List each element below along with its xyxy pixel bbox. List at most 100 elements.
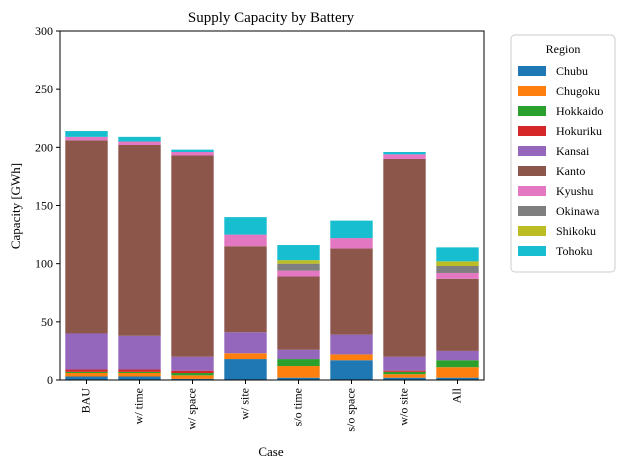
bar-segment	[383, 371, 426, 375]
bar-segment	[277, 276, 320, 350]
x-tick-label: w/ site	[237, 388, 251, 420]
x-tick-label: w/ time	[131, 388, 145, 424]
bar-segment	[224, 234, 267, 247]
legend-swatch	[518, 206, 546, 216]
bar-segment	[118, 145, 161, 336]
bar-segment	[436, 350, 479, 361]
legend-swatch	[518, 106, 546, 116]
y-tick-label: 100	[35, 257, 53, 271]
bar-segment	[65, 371, 108, 374]
bar-segment	[171, 370, 214, 374]
bar-segment	[330, 360, 373, 380]
bar-segment	[277, 263, 320, 271]
bar-segment	[224, 246, 267, 333]
legend-swatch	[518, 186, 546, 196]
legend-swatch	[518, 166, 546, 176]
x-tick-label: BAU	[78, 388, 92, 414]
y-tick-label: 150	[35, 199, 53, 213]
legend-item-label: Hokuriku	[556, 124, 602, 138]
plot-area: BAU w/ time w/ space w/ site s/o time s/o spa…	[35, 24, 485, 432]
bar-segment	[383, 374, 426, 378]
bar-segment	[277, 366, 320, 378]
legend-item-label: Chubu	[556, 64, 588, 78]
bar-segment	[330, 220, 373, 239]
bar-segment	[224, 332, 267, 354]
legend-swatch	[518, 66, 546, 76]
legend: Region Chubu Chugoku Hokkaido Hokuriku Kansa…	[510, 34, 616, 273]
bar-segment	[171, 155, 214, 357]
bar-segment	[383, 356, 426, 371]
bar-segment	[65, 140, 108, 334]
bar-segment	[65, 136, 108, 141]
bar-segment	[383, 158, 426, 357]
bar-segment	[171, 378, 214, 380]
bar-segment	[436, 265, 479, 273]
y-tick-label: 0	[47, 373, 53, 387]
bar-segment	[118, 141, 161, 146]
bar-segment	[118, 371, 161, 374]
legend-item-label: Okinawa	[556, 204, 600, 218]
bar-segment	[277, 349, 320, 360]
legend-item-label: Kansai	[556, 144, 590, 158]
axes-frame	[59, 30, 485, 381]
bar-segment	[277, 270, 320, 277]
bar-segment	[118, 376, 161, 380]
y-tick-label: 50	[41, 315, 53, 329]
bar-segment	[171, 373, 214, 376]
bar-segment	[118, 373, 161, 377]
bar-segment	[330, 248, 373, 335]
y-tick-label: 250	[35, 82, 53, 96]
legend-item-label: Chugoku	[556, 84, 600, 98]
bar-segment	[65, 131, 108, 137]
x-tick-label: All	[449, 387, 463, 403]
bar-segment	[118, 335, 161, 370]
legend-item-label: Hokkaido	[556, 104, 603, 118]
bar-segment	[118, 369, 161, 372]
bar-segment	[436, 367, 479, 378]
legend-item-label: Tohoku	[556, 244, 593, 258]
bar-segment	[118, 136, 161, 142]
legend-swatch	[518, 226, 546, 236]
y-axis-label: Capacity [GWh]	[8, 163, 23, 249]
bar-segment	[330, 354, 373, 361]
bar-segment	[171, 149, 214, 152]
legend-title: Region	[546, 42, 581, 56]
bar-segment	[277, 245, 320, 261]
bar-segment	[383, 370, 426, 372]
legend-swatch	[518, 126, 546, 136]
bar-segment	[224, 217, 267, 235]
legend-swatch	[518, 246, 546, 256]
legend-swatch	[518, 146, 546, 156]
bar-segment	[436, 278, 479, 351]
bar-segment	[65, 333, 108, 370]
bar-segment	[383, 154, 426, 159]
y-tick-label: 200	[35, 140, 53, 154]
bar-segment	[436, 377, 479, 380]
bar-segment	[436, 272, 479, 279]
bar-segment	[436, 261, 479, 266]
bar-segment	[171, 375, 214, 379]
bar-segment	[383, 151, 426, 155]
bar-segment	[65, 369, 108, 372]
bar-segment	[436, 247, 479, 262]
bar-segment	[171, 356, 214, 371]
bar-segment	[277, 377, 320, 380]
bar-segment	[383, 377, 426, 380]
x-tick-label: s/o time	[290, 388, 304, 426]
legend-item-label: Shikoku	[556, 224, 596, 238]
x-tick-label: w/o site	[396, 388, 410, 426]
x-tick-label: s/o space	[343, 388, 357, 432]
bar-segment	[436, 360, 479, 368]
bar-segment	[330, 238, 373, 249]
chart-title: Supply Capacity by Battery	[188, 10, 355, 26]
bar-segment	[65, 373, 108, 377]
x-axis-label: Case	[258, 444, 284, 459]
bar-segment	[65, 376, 108, 380]
legend-swatch	[518, 86, 546, 96]
bar-segment	[224, 359, 267, 380]
legend-item-label: Kanto	[556, 164, 585, 178]
legend-item-label: Kyushu	[556, 184, 593, 198]
bar-segment	[330, 334, 373, 355]
bar-segment	[171, 151, 214, 156]
